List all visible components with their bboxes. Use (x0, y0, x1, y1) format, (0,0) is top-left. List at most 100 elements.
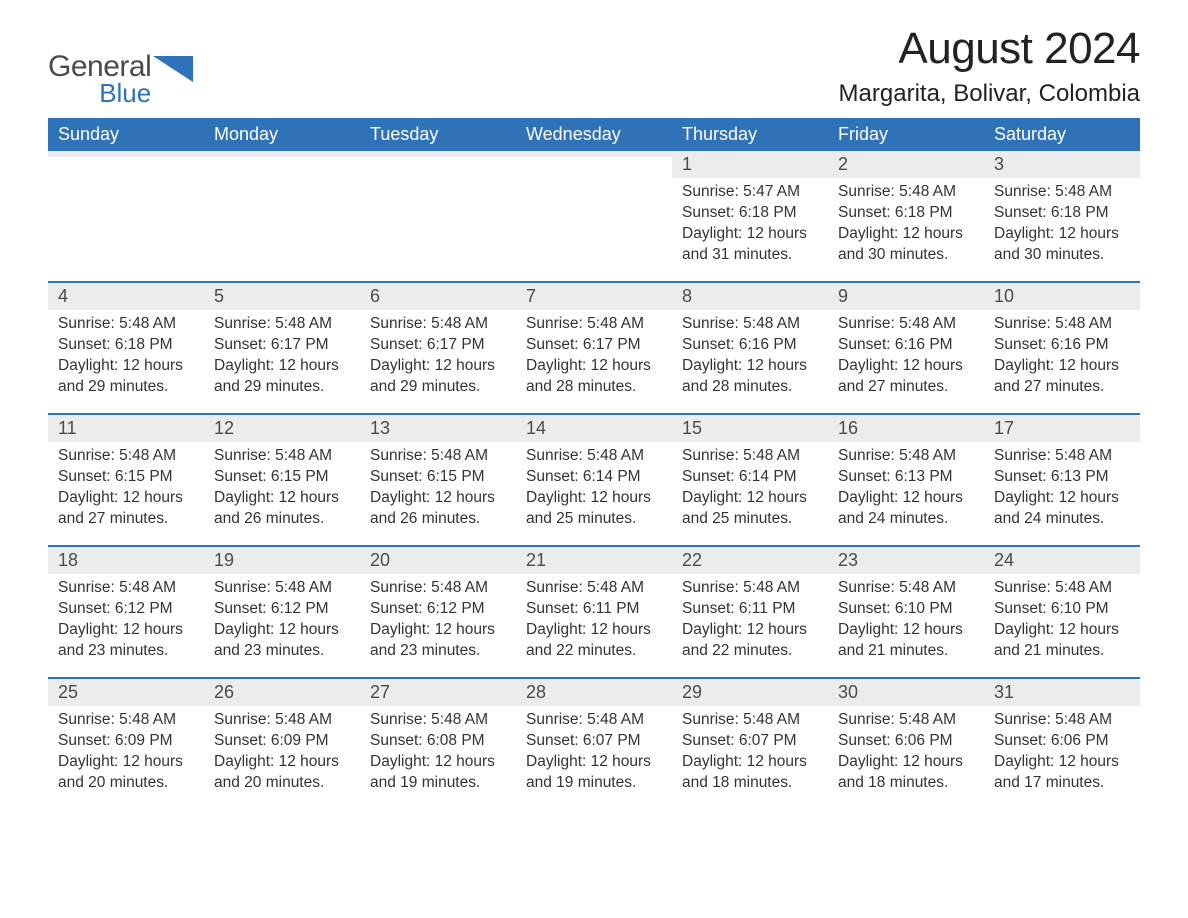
day-cell: 9Sunrise: 5:48 AMSunset: 6:16 PMDaylight… (828, 283, 984, 413)
day-daylight2: and 23 minutes. (370, 641, 506, 662)
day-daylight2: and 23 minutes. (214, 641, 350, 662)
day-body: Sunrise: 5:48 AMSunset: 6:18 PMDaylight:… (828, 178, 984, 276)
day-cell: 11Sunrise: 5:48 AMSunset: 6:15 PMDayligh… (48, 415, 204, 545)
day-cell: 7Sunrise: 5:48 AMSunset: 6:17 PMDaylight… (516, 283, 672, 413)
day-cell: 18Sunrise: 5:48 AMSunset: 6:12 PMDayligh… (48, 547, 204, 677)
day-sunrise: Sunrise: 5:48 AM (58, 314, 194, 335)
day-sunset: Sunset: 6:11 PM (682, 599, 818, 620)
day-number: 29 (672, 679, 828, 706)
day-number: 10 (984, 283, 1140, 310)
calendar: Sunday Monday Tuesday Wednesday Thursday… (48, 118, 1140, 809)
day-daylight1: Daylight: 12 hours (214, 356, 350, 377)
day-body: Sunrise: 5:48 AMSunset: 6:16 PMDaylight:… (984, 310, 1140, 408)
day-number: 11 (48, 415, 204, 442)
day-number: 9 (828, 283, 984, 310)
day-sunrise: Sunrise: 5:48 AM (838, 578, 974, 599)
day-number: 22 (672, 547, 828, 574)
day-daylight1: Daylight: 12 hours (58, 488, 194, 509)
day-cell: 16Sunrise: 5:48 AMSunset: 6:13 PMDayligh… (828, 415, 984, 545)
day-cell: 19Sunrise: 5:48 AMSunset: 6:12 PMDayligh… (204, 547, 360, 677)
day-sunset: Sunset: 6:15 PM (214, 467, 350, 488)
day-body: Sunrise: 5:48 AMSunset: 6:11 PMDaylight:… (672, 574, 828, 672)
day-sunrise: Sunrise: 5:48 AM (682, 578, 818, 599)
day-daylight2: and 29 minutes. (58, 377, 194, 398)
day-sunrise: Sunrise: 5:48 AM (214, 446, 350, 467)
day-sunrise: Sunrise: 5:48 AM (526, 314, 662, 335)
day-sunrise: Sunrise: 5:48 AM (526, 446, 662, 467)
day-cell: 6Sunrise: 5:48 AMSunset: 6:17 PMDaylight… (360, 283, 516, 413)
day-sunrise: Sunrise: 5:48 AM (682, 314, 818, 335)
day-sunset: Sunset: 6:17 PM (214, 335, 350, 356)
day-daylight1: Daylight: 12 hours (994, 488, 1130, 509)
day-cell: 21Sunrise: 5:48 AMSunset: 6:11 PMDayligh… (516, 547, 672, 677)
day-number: 18 (48, 547, 204, 574)
day-body: Sunrise: 5:48 AMSunset: 6:12 PMDaylight:… (360, 574, 516, 672)
day-body: Sunrise: 5:48 AMSunset: 6:17 PMDaylight:… (516, 310, 672, 408)
day-daylight2: and 19 minutes. (526, 773, 662, 794)
day-number: 21 (516, 547, 672, 574)
day-cell: 25Sunrise: 5:48 AMSunset: 6:09 PMDayligh… (48, 679, 204, 809)
day-daylight1: Daylight: 12 hours (994, 356, 1130, 377)
day-body: Sunrise: 5:48 AMSunset: 6:07 PMDaylight:… (672, 706, 828, 804)
day-sunrise: Sunrise: 5:47 AM (682, 182, 818, 203)
day-number: 28 (516, 679, 672, 706)
day-sunset: Sunset: 6:08 PM (370, 731, 506, 752)
day-sunrise: Sunrise: 5:48 AM (58, 578, 194, 599)
day-daylight2: and 25 minutes. (682, 509, 818, 530)
day-daylight2: and 17 minutes. (994, 773, 1130, 794)
day-sunrise: Sunrise: 5:48 AM (370, 314, 506, 335)
day-daylight1: Daylight: 12 hours (682, 488, 818, 509)
day-daylight1: Daylight: 12 hours (526, 488, 662, 509)
day-number: 12 (204, 415, 360, 442)
day-daylight2: and 26 minutes. (370, 509, 506, 530)
day-daylight1: Daylight: 12 hours (682, 356, 818, 377)
day-sunset: Sunset: 6:16 PM (994, 335, 1130, 356)
day-header-thursday: Thursday (672, 118, 828, 151)
day-body: Sunrise: 5:48 AMSunset: 6:17 PMDaylight:… (360, 310, 516, 408)
day-daylight2: and 23 minutes. (58, 641, 194, 662)
day-number: 31 (984, 679, 1140, 706)
day-daylight1: Daylight: 12 hours (994, 620, 1130, 641)
day-sunrise: Sunrise: 5:48 AM (838, 710, 974, 731)
day-sunrise: Sunrise: 5:48 AM (994, 314, 1130, 335)
day-daylight1: Daylight: 12 hours (370, 488, 506, 509)
day-sunset: Sunset: 6:11 PM (526, 599, 662, 620)
day-number: 13 (360, 415, 516, 442)
day-header-row: Sunday Monday Tuesday Wednesday Thursday… (48, 118, 1140, 151)
day-daylight1: Daylight: 12 hours (214, 620, 350, 641)
day-daylight2: and 20 minutes. (58, 773, 194, 794)
day-daylight2: and 27 minutes. (58, 509, 194, 530)
day-daylight1: Daylight: 12 hours (526, 620, 662, 641)
day-sunrise: Sunrise: 5:48 AM (526, 710, 662, 731)
day-sunset: Sunset: 6:18 PM (838, 203, 974, 224)
day-body: Sunrise: 5:48 AMSunset: 6:15 PMDaylight:… (360, 442, 516, 540)
day-daylight1: Daylight: 12 hours (526, 356, 662, 377)
day-cell: 29Sunrise: 5:48 AMSunset: 6:07 PMDayligh… (672, 679, 828, 809)
day-cell: 30Sunrise: 5:48 AMSunset: 6:06 PMDayligh… (828, 679, 984, 809)
day-body (204, 157, 360, 171)
day-number: 2 (828, 151, 984, 178)
day-body: Sunrise: 5:48 AMSunset: 6:15 PMDaylight:… (204, 442, 360, 540)
day-sunrise: Sunrise: 5:48 AM (370, 446, 506, 467)
day-cell: 27Sunrise: 5:48 AMSunset: 6:08 PMDayligh… (360, 679, 516, 809)
day-body: Sunrise: 5:48 AMSunset: 6:15 PMDaylight:… (48, 442, 204, 540)
day-number: 20 (360, 547, 516, 574)
day-sunrise: Sunrise: 5:48 AM (682, 710, 818, 731)
day-cell (360, 151, 516, 281)
day-cell: 26Sunrise: 5:48 AMSunset: 6:09 PMDayligh… (204, 679, 360, 809)
day-sunset: Sunset: 6:17 PM (370, 335, 506, 356)
day-sunrise: Sunrise: 5:48 AM (994, 710, 1130, 731)
day-daylight2: and 22 minutes. (526, 641, 662, 662)
day-cell: 14Sunrise: 5:48 AMSunset: 6:14 PMDayligh… (516, 415, 672, 545)
day-cell: 3Sunrise: 5:48 AMSunset: 6:18 PMDaylight… (984, 151, 1140, 281)
day-cell: 24Sunrise: 5:48 AMSunset: 6:10 PMDayligh… (984, 547, 1140, 677)
day-sunset: Sunset: 6:14 PM (682, 467, 818, 488)
day-number: 5 (204, 283, 360, 310)
day-body (360, 157, 516, 171)
day-sunset: Sunset: 6:12 PM (214, 599, 350, 620)
week-row: 1Sunrise: 5:47 AMSunset: 6:18 PMDaylight… (48, 151, 1140, 281)
logo-flag-icon (153, 56, 193, 87)
weeks-container: 1Sunrise: 5:47 AMSunset: 6:18 PMDaylight… (48, 151, 1140, 809)
day-number: 26 (204, 679, 360, 706)
day-daylight2: and 28 minutes. (682, 377, 818, 398)
